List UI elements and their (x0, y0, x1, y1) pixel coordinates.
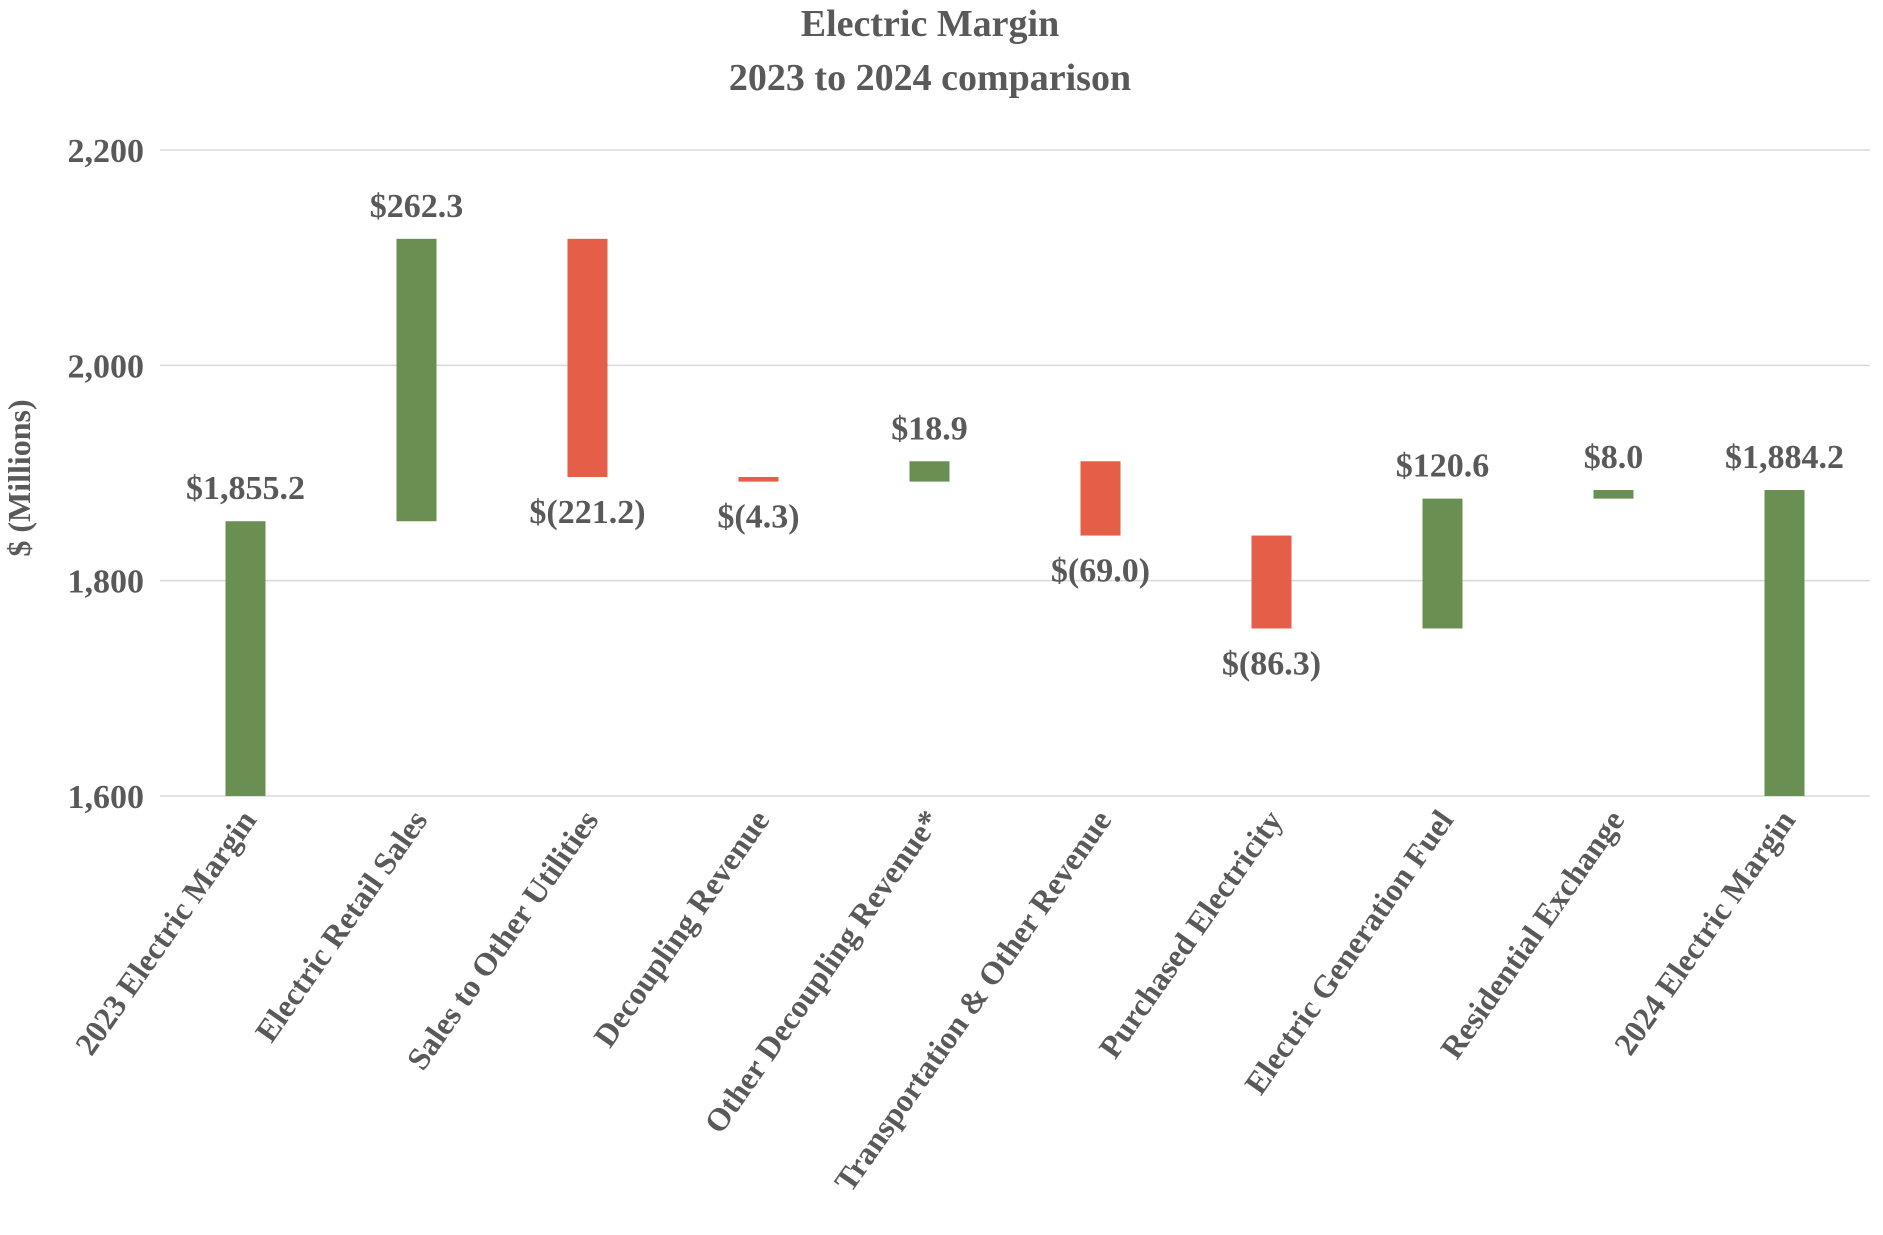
data-label: $(69.0) (1051, 553, 1150, 590)
data-label: $1,855.2 (186, 470, 305, 507)
data-label: $120.6 (1396, 448, 1490, 485)
bar-8 (1593, 490, 1634, 499)
y-tick-label: 1,600 (68, 779, 145, 816)
category-label: Purchased Electricity (1091, 803, 1289, 1064)
gridlines (160, 149, 1870, 797)
data-label: $(221.2) (529, 494, 645, 531)
bar-7 (1422, 498, 1463, 629)
bar-5 (1080, 461, 1121, 536)
data-label: $1,884.2 (1725, 439, 1844, 476)
chart-title: Electric Margin (801, 3, 1060, 45)
bar-4 (909, 461, 950, 482)
category-label: Sales to Other Utilities (399, 803, 605, 1076)
chart-subtitle: 2023 to 2024 comparison (729, 57, 1131, 99)
data-label: $(4.3) (717, 499, 799, 536)
bar-9 (1764, 490, 1805, 796)
data-label: $(86.3) (1222, 645, 1321, 682)
bar-2 (567, 238, 608, 477)
bars (225, 238, 1805, 796)
bar-1 (396, 238, 437, 522)
bar-6 (1251, 535, 1292, 629)
category-label: 2024 Electric Margin (1607, 803, 1803, 1061)
data-label: $8.0 (1584, 439, 1644, 476)
y-tick-label: 1,800 (68, 564, 145, 601)
y-axis-ticks: 1,600 1,800 2,000 2,200 (68, 133, 145, 816)
data-label: $262.3 (370, 188, 464, 225)
category-label: 2023 Electric Margin (68, 803, 264, 1061)
y-tick-label: 2,000 (68, 348, 145, 385)
category-label: Electric Retail Sales (248, 803, 434, 1048)
data-labels: $1,855.2 $262.3 $(221.2) $(4.3) $18.9 $(69.0)… (186, 188, 1844, 683)
category-label: Decoupling Revenue (586, 803, 776, 1053)
category-label: Transportation & Other Revenue (827, 803, 1118, 1198)
y-tick-label: 2,200 (68, 133, 145, 170)
bar-3 (738, 476, 779, 482)
bar-0 (225, 521, 266, 796)
category-label: Residential Exchange (1433, 803, 1631, 1065)
data-label: $18.9 (891, 410, 968, 447)
y-axis-label: $ (Millions) (1, 399, 37, 556)
